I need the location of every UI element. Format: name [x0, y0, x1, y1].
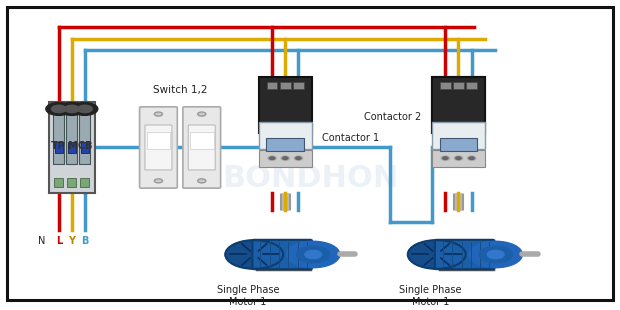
Circle shape [296, 246, 330, 263]
Circle shape [154, 179, 162, 183]
Text: Motor 1: Motor 1 [412, 297, 450, 307]
Circle shape [270, 157, 275, 159]
FancyBboxPatch shape [453, 82, 464, 89]
Circle shape [225, 240, 283, 269]
Circle shape [454, 156, 463, 160]
FancyBboxPatch shape [145, 125, 172, 170]
Circle shape [268, 156, 277, 160]
FancyBboxPatch shape [435, 240, 494, 269]
FancyBboxPatch shape [140, 107, 177, 188]
FancyBboxPatch shape [267, 82, 277, 89]
FancyBboxPatch shape [440, 138, 477, 151]
Circle shape [305, 250, 322, 259]
Circle shape [467, 156, 476, 160]
FancyBboxPatch shape [432, 122, 485, 149]
FancyBboxPatch shape [188, 125, 215, 170]
Text: Single Phase: Single Phase [217, 285, 280, 295]
Text: N: N [38, 236, 45, 246]
FancyBboxPatch shape [146, 131, 170, 149]
FancyBboxPatch shape [55, 178, 63, 187]
FancyBboxPatch shape [68, 178, 76, 187]
FancyBboxPatch shape [259, 77, 311, 133]
FancyBboxPatch shape [48, 102, 95, 193]
Circle shape [154, 112, 162, 116]
Text: Y: Y [68, 236, 76, 246]
FancyBboxPatch shape [440, 82, 451, 89]
Circle shape [469, 157, 474, 159]
FancyBboxPatch shape [81, 142, 89, 153]
Circle shape [479, 246, 512, 263]
Circle shape [59, 103, 85, 115]
Circle shape [46, 103, 72, 115]
FancyBboxPatch shape [293, 82, 304, 89]
Circle shape [487, 250, 504, 259]
Circle shape [51, 105, 66, 113]
FancyBboxPatch shape [53, 113, 64, 163]
Circle shape [286, 241, 340, 268]
Circle shape [281, 156, 290, 160]
Circle shape [198, 112, 206, 116]
FancyBboxPatch shape [66, 113, 78, 163]
FancyBboxPatch shape [432, 77, 485, 133]
FancyBboxPatch shape [68, 142, 76, 153]
FancyBboxPatch shape [80, 178, 89, 187]
Circle shape [78, 105, 92, 113]
Circle shape [64, 105, 79, 113]
Circle shape [456, 157, 461, 159]
Circle shape [198, 179, 206, 183]
FancyBboxPatch shape [183, 107, 221, 188]
Text: Contactor 2: Contactor 2 [365, 112, 422, 122]
Text: L: L [56, 236, 62, 246]
FancyBboxPatch shape [432, 77, 485, 133]
Text: Switch 1,2: Switch 1,2 [153, 86, 207, 95]
FancyBboxPatch shape [280, 82, 291, 89]
Circle shape [443, 157, 448, 159]
FancyBboxPatch shape [190, 131, 214, 149]
FancyBboxPatch shape [55, 142, 63, 153]
FancyBboxPatch shape [432, 150, 485, 167]
Circle shape [72, 103, 98, 115]
Circle shape [469, 241, 523, 268]
Text: Contactor 1: Contactor 1 [322, 133, 379, 143]
Circle shape [294, 156, 303, 160]
FancyBboxPatch shape [7, 7, 613, 300]
Text: BONDHON: BONDHON [222, 164, 398, 193]
FancyBboxPatch shape [259, 150, 311, 167]
Circle shape [408, 240, 466, 269]
FancyBboxPatch shape [252, 240, 312, 269]
Text: TP MCB: TP MCB [51, 141, 92, 151]
Circle shape [283, 157, 288, 159]
FancyBboxPatch shape [259, 122, 311, 149]
Circle shape [441, 156, 450, 160]
Text: Single Phase: Single Phase [399, 285, 462, 295]
Text: B: B [81, 236, 89, 246]
Circle shape [296, 157, 301, 159]
Text: Motor 1: Motor 1 [229, 297, 267, 307]
FancyBboxPatch shape [466, 82, 477, 89]
FancyBboxPatch shape [79, 113, 91, 163]
FancyBboxPatch shape [267, 138, 304, 151]
